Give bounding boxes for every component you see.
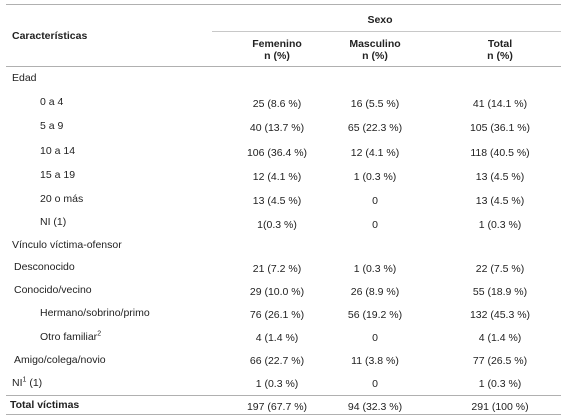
cell-masculino: 16 (5.5 %)	[350, 98, 400, 110]
cell-femenino: 76 (26.1 %)	[249, 309, 305, 321]
row-label-suffix: (1)	[26, 377, 43, 389]
cell-masculino: 1 (0.3 %)	[353, 171, 397, 183]
cell-femenino: 21 (7.2 %)	[252, 263, 302, 275]
cell-masculino: 65 (22.3 %)	[347, 122, 403, 134]
row-label: Amigo/colega/novio	[14, 354, 106, 366]
table-bottom-border	[6, 414, 561, 415]
header-femenino-unit: n (%)	[264, 50, 290, 62]
cell-femenino: 12 (4.1 %)	[252, 171, 302, 183]
cell-total: 13 (4.5 %)	[475, 171, 525, 183]
cell-total: 118 (40.5 %)	[470, 147, 530, 159]
cell-total: 77 (26.5 %)	[472, 355, 528, 367]
row-label: 10 a 14	[40, 145, 76, 157]
cell-total: 132 (45.3 %)	[469, 309, 531, 321]
row-label: 5 a 9	[40, 120, 64, 132]
header-masculino-unit: n (%)	[362, 50, 388, 62]
cell-femenino: 106 (36.4 %)	[246, 147, 308, 159]
cell-masculino: 12 (4.1 %)	[350, 147, 400, 159]
cell-femenino: 4 (1.4 %)	[255, 332, 299, 344]
cell-masculino: 0	[372, 219, 378, 231]
cell-masculino: 1 (0.3 %)	[353, 263, 397, 275]
cell-femenino: 40 (13.7 %)	[249, 122, 305, 134]
row-label-text: NI	[12, 377, 23, 389]
cell-total: 4 (1.4 %)	[478, 332, 522, 344]
header-sexo: Sexo	[367, 14, 393, 26]
row-label-text: Otro familiar	[40, 331, 98, 343]
cell-femenino: 13 (4.5 %)	[252, 195, 302, 207]
footnote-marker: 2	[97, 330, 102, 338]
header-masculino: Masculino	[349, 38, 401, 50]
header-total-unit: n (%)	[487, 50, 513, 62]
row-label: NI1 (1)	[12, 376, 43, 390]
header-bottom-border	[6, 66, 561, 67]
row-label: 20 o más	[40, 193, 84, 205]
cell-total: 13 (4.5 %)	[475, 195, 525, 207]
cell-femenino: 29 (10.0 %)	[249, 286, 305, 298]
section-label-vinculo: Vínculo víctima-ofensor	[12, 239, 122, 251]
total-top-border	[6, 395, 561, 396]
total-masculino: 94 (32.3 %)	[347, 401, 403, 413]
header-femenino: Femenino	[252, 38, 302, 50]
header-characteristics: Características	[12, 30, 88, 42]
header-group-divider	[212, 31, 561, 32]
row-label: Otro familiar2	[40, 330, 102, 344]
row-label: Conocido/vecino	[14, 284, 92, 296]
cell-femenino: 66 (22.7 %)	[249, 355, 305, 367]
cell-masculino: 0	[372, 332, 378, 344]
cell-total: 22 (7.5 %)	[475, 263, 525, 275]
cell-total: 41 (14.1 %)	[472, 98, 528, 110]
total-label: Total víctimas	[10, 399, 80, 411]
cell-femenino: 1(0.3 %)	[257, 219, 297, 231]
row-label: Desconocido	[14, 261, 75, 273]
cell-masculino: 0	[372, 195, 378, 207]
cell-total: 105 (36.1 %)	[469, 122, 531, 134]
cell-masculino: 0	[372, 378, 378, 390]
cell-masculino: 26 (8.9 %)	[350, 286, 400, 298]
cell-total: 1 (0.3 %)	[478, 219, 522, 231]
cell-masculino: 11 (3.8 %)	[351, 355, 399, 367]
row-label: 15 a 19	[40, 169, 76, 181]
cell-masculino: 56 (19.2 %)	[347, 309, 403, 321]
section-label-edad: Edad	[12, 72, 37, 84]
total-total: 291 (100 %)	[471, 401, 529, 413]
header-total: Total	[487, 38, 513, 50]
row-label: NI (1)	[40, 216, 67, 228]
table-top-border	[6, 4, 561, 5]
footnote-marker: 1	[22, 376, 27, 384]
total-femenino: 197 (67.7 %)	[246, 401, 308, 413]
row-label: 0 a 4	[40, 96, 64, 108]
cell-femenino: 25 (8.6 %)	[252, 98, 302, 110]
cell-total: 55 (18.9 %)	[472, 286, 528, 298]
cell-femenino: 1 (0.3 %)	[255, 378, 299, 390]
row-label: Hermano/sobrino/primo	[40, 307, 150, 319]
cell-total: 1 (0.3 %)	[478, 378, 522, 390]
